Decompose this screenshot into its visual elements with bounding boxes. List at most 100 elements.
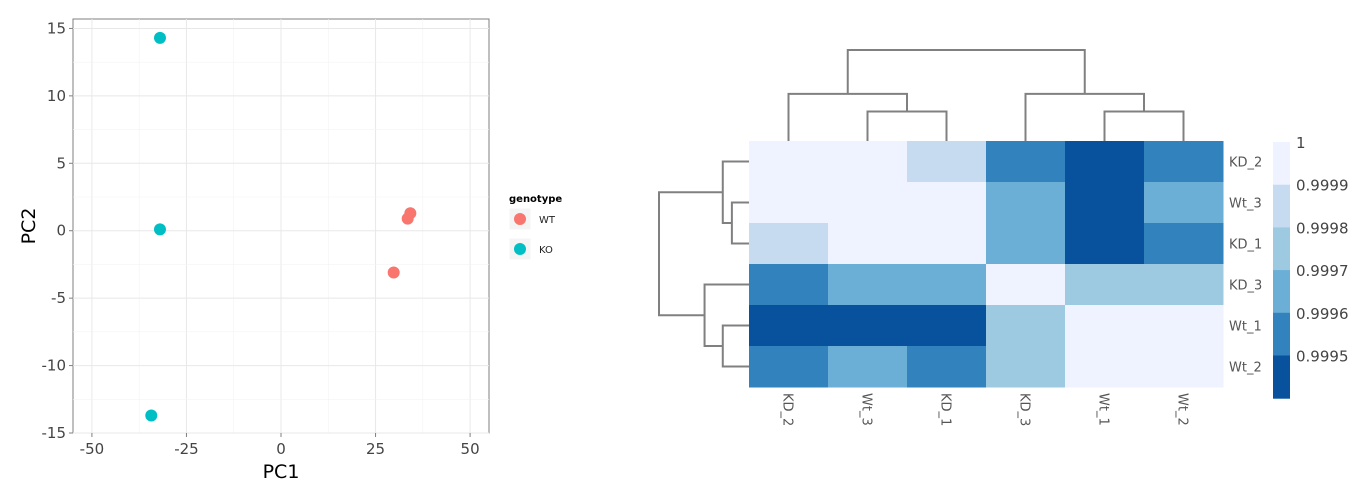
row-label: KD_2 bbox=[1229, 156, 1262, 171]
heatmap-cell bbox=[828, 264, 908, 306]
color-key-swatch bbox=[1273, 355, 1290, 399]
heatmap-cell bbox=[749, 141, 829, 183]
heatmap-cell bbox=[749, 182, 829, 224]
column-label: KD_2 bbox=[780, 393, 795, 426]
heatmap-cell bbox=[1065, 264, 1145, 306]
x-tick-label: -50 bbox=[80, 440, 105, 458]
x-axis-title: PC1 bbox=[263, 461, 300, 483]
heatmap-cell bbox=[907, 264, 987, 306]
legend-dot-wt bbox=[514, 213, 526, 225]
row-label: Wt_2 bbox=[1229, 361, 1262, 376]
color-key-label: 0.9996 bbox=[1296, 305, 1349, 323]
heatmap-cell bbox=[749, 223, 829, 265]
column-dendrogram bbox=[787, 49, 1185, 141]
legend-label-wt: WT bbox=[539, 215, 556, 226]
x-tick-label: 50 bbox=[461, 440, 480, 458]
color-key-label: 1 bbox=[1296, 134, 1306, 152]
heatmap-cell bbox=[1065, 141, 1145, 183]
column-label: Wt_3 bbox=[859, 393, 874, 426]
heatmap-cell bbox=[1065, 346, 1145, 388]
row-label: KD_1 bbox=[1229, 238, 1262, 253]
heatmap-cell bbox=[1144, 223, 1224, 265]
point-wt bbox=[401, 212, 414, 225]
color-key-swatch bbox=[1273, 312, 1290, 356]
heatmap-cell bbox=[1065, 223, 1145, 265]
dendrogram-branch bbox=[721, 160, 749, 224]
column-label: Wt_1 bbox=[1096, 393, 1111, 426]
point-ko bbox=[153, 31, 166, 44]
color-key: 1 0.9999 0.9998 0.9997 0.9996 0.9995 bbox=[1273, 134, 1349, 399]
heatmap-cell bbox=[986, 305, 1066, 347]
heatmap-cell bbox=[1144, 346, 1224, 388]
heatmap-cell bbox=[907, 223, 987, 265]
heatmap-cell bbox=[828, 141, 908, 183]
dendrogram-branch bbox=[846, 49, 1086, 94]
heatmap-cell bbox=[907, 141, 987, 183]
heatmap-cells bbox=[749, 141, 1224, 388]
row-label: Wt_1 bbox=[1229, 320, 1262, 335]
dendrogram-branch bbox=[658, 191, 723, 317]
color-key-label: 0.9997 bbox=[1296, 262, 1349, 280]
x-tick-label: -25 bbox=[174, 440, 199, 458]
row-label: KD_3 bbox=[1229, 279, 1262, 294]
y-tick-label: 10 bbox=[47, 87, 66, 105]
point-wt bbox=[387, 266, 400, 279]
points bbox=[145, 31, 417, 422]
heatmap-cell bbox=[1144, 141, 1224, 183]
y-tick-label: 0 bbox=[56, 222, 66, 240]
heatmap-cell bbox=[828, 346, 908, 388]
legend-dot-ko bbox=[514, 243, 526, 255]
heatmap-cell bbox=[749, 264, 829, 306]
heatmap-cell bbox=[828, 182, 908, 224]
color-key-swatch bbox=[1273, 184, 1290, 228]
y-tick-label: 5 bbox=[56, 154, 66, 172]
row-dendrogram bbox=[658, 160, 749, 368]
legend-title: genotype bbox=[509, 194, 562, 205]
heatmap-cell bbox=[1144, 264, 1224, 306]
row-labels: KD_2 Wt_3 KD_1 KD_3 Wt_1 Wt_2 bbox=[1229, 156, 1262, 376]
column-label: KD_1 bbox=[938, 393, 953, 426]
color-key-swatch bbox=[1273, 227, 1290, 271]
column-labels: KD_2 Wt_3 KD_1 KD_3 Wt_1 Wt_2 bbox=[780, 393, 1190, 426]
dendrogram-branch bbox=[866, 110, 948, 141]
heatmap-cell bbox=[907, 305, 987, 347]
y-tick-label: -10 bbox=[42, 357, 67, 375]
correlation-heatmap: KD_2Wt_3KD_1KD_3Wt_1Wt_2 KD_2 Wt_3 KD_1 KD_… bbox=[658, 49, 1349, 426]
column-label: KD_3 bbox=[1017, 393, 1032, 426]
x-tick-label: 25 bbox=[366, 440, 385, 458]
heatmap-cell bbox=[986, 223, 1066, 265]
heatmap-cell bbox=[986, 182, 1066, 224]
x-tick-label: 0 bbox=[276, 440, 286, 458]
dendrogram-branch bbox=[787, 92, 908, 141]
heatmap-cell bbox=[828, 223, 908, 265]
color-key-label: 0.9998 bbox=[1296, 219, 1349, 237]
heatmap-cell bbox=[986, 264, 1066, 306]
y-axis-title: PC2 bbox=[18, 208, 40, 245]
legend-label-ko: KO bbox=[539, 245, 553, 256]
heatmap-cell bbox=[1144, 182, 1224, 224]
heatmap-cell bbox=[986, 346, 1066, 388]
heatmap-cell bbox=[907, 182, 987, 224]
row-label: Wt_3 bbox=[1229, 197, 1262, 212]
heatmap-cell bbox=[1144, 305, 1224, 347]
heatmap-cell bbox=[828, 305, 908, 347]
heatmap-cell bbox=[986, 141, 1066, 183]
dendrogram-branch bbox=[730, 201, 749, 245]
y-tick-label: -5 bbox=[51, 289, 66, 307]
heatmap-cell bbox=[749, 346, 829, 388]
column-label: Wt_2 bbox=[1175, 393, 1190, 426]
dendrogram-branch bbox=[721, 324, 749, 368]
heatmap-cell bbox=[1065, 182, 1145, 224]
dendrogram-branch bbox=[1103, 110, 1185, 141]
point-ko bbox=[145, 409, 158, 422]
color-key-label: 0.9995 bbox=[1296, 348, 1349, 366]
heatmap-cell bbox=[1065, 305, 1145, 347]
color-key-swatch bbox=[1273, 142, 1290, 186]
color-key-label: 0.9999 bbox=[1296, 177, 1349, 195]
y-tick-label: 15 bbox=[47, 19, 66, 37]
legend: genotype WT KO bbox=[508, 194, 562, 261]
dendrogram-branch bbox=[703, 283, 749, 347]
